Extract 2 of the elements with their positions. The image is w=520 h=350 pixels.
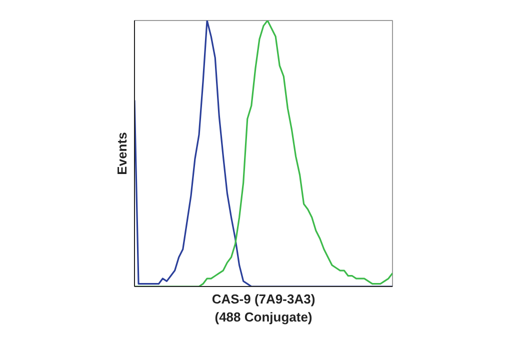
x-axis-title: CAS-9 (7A9-3A3) (488 Conjugate): [212, 292, 316, 324]
y-axis-title: Events: [114, 132, 130, 175]
